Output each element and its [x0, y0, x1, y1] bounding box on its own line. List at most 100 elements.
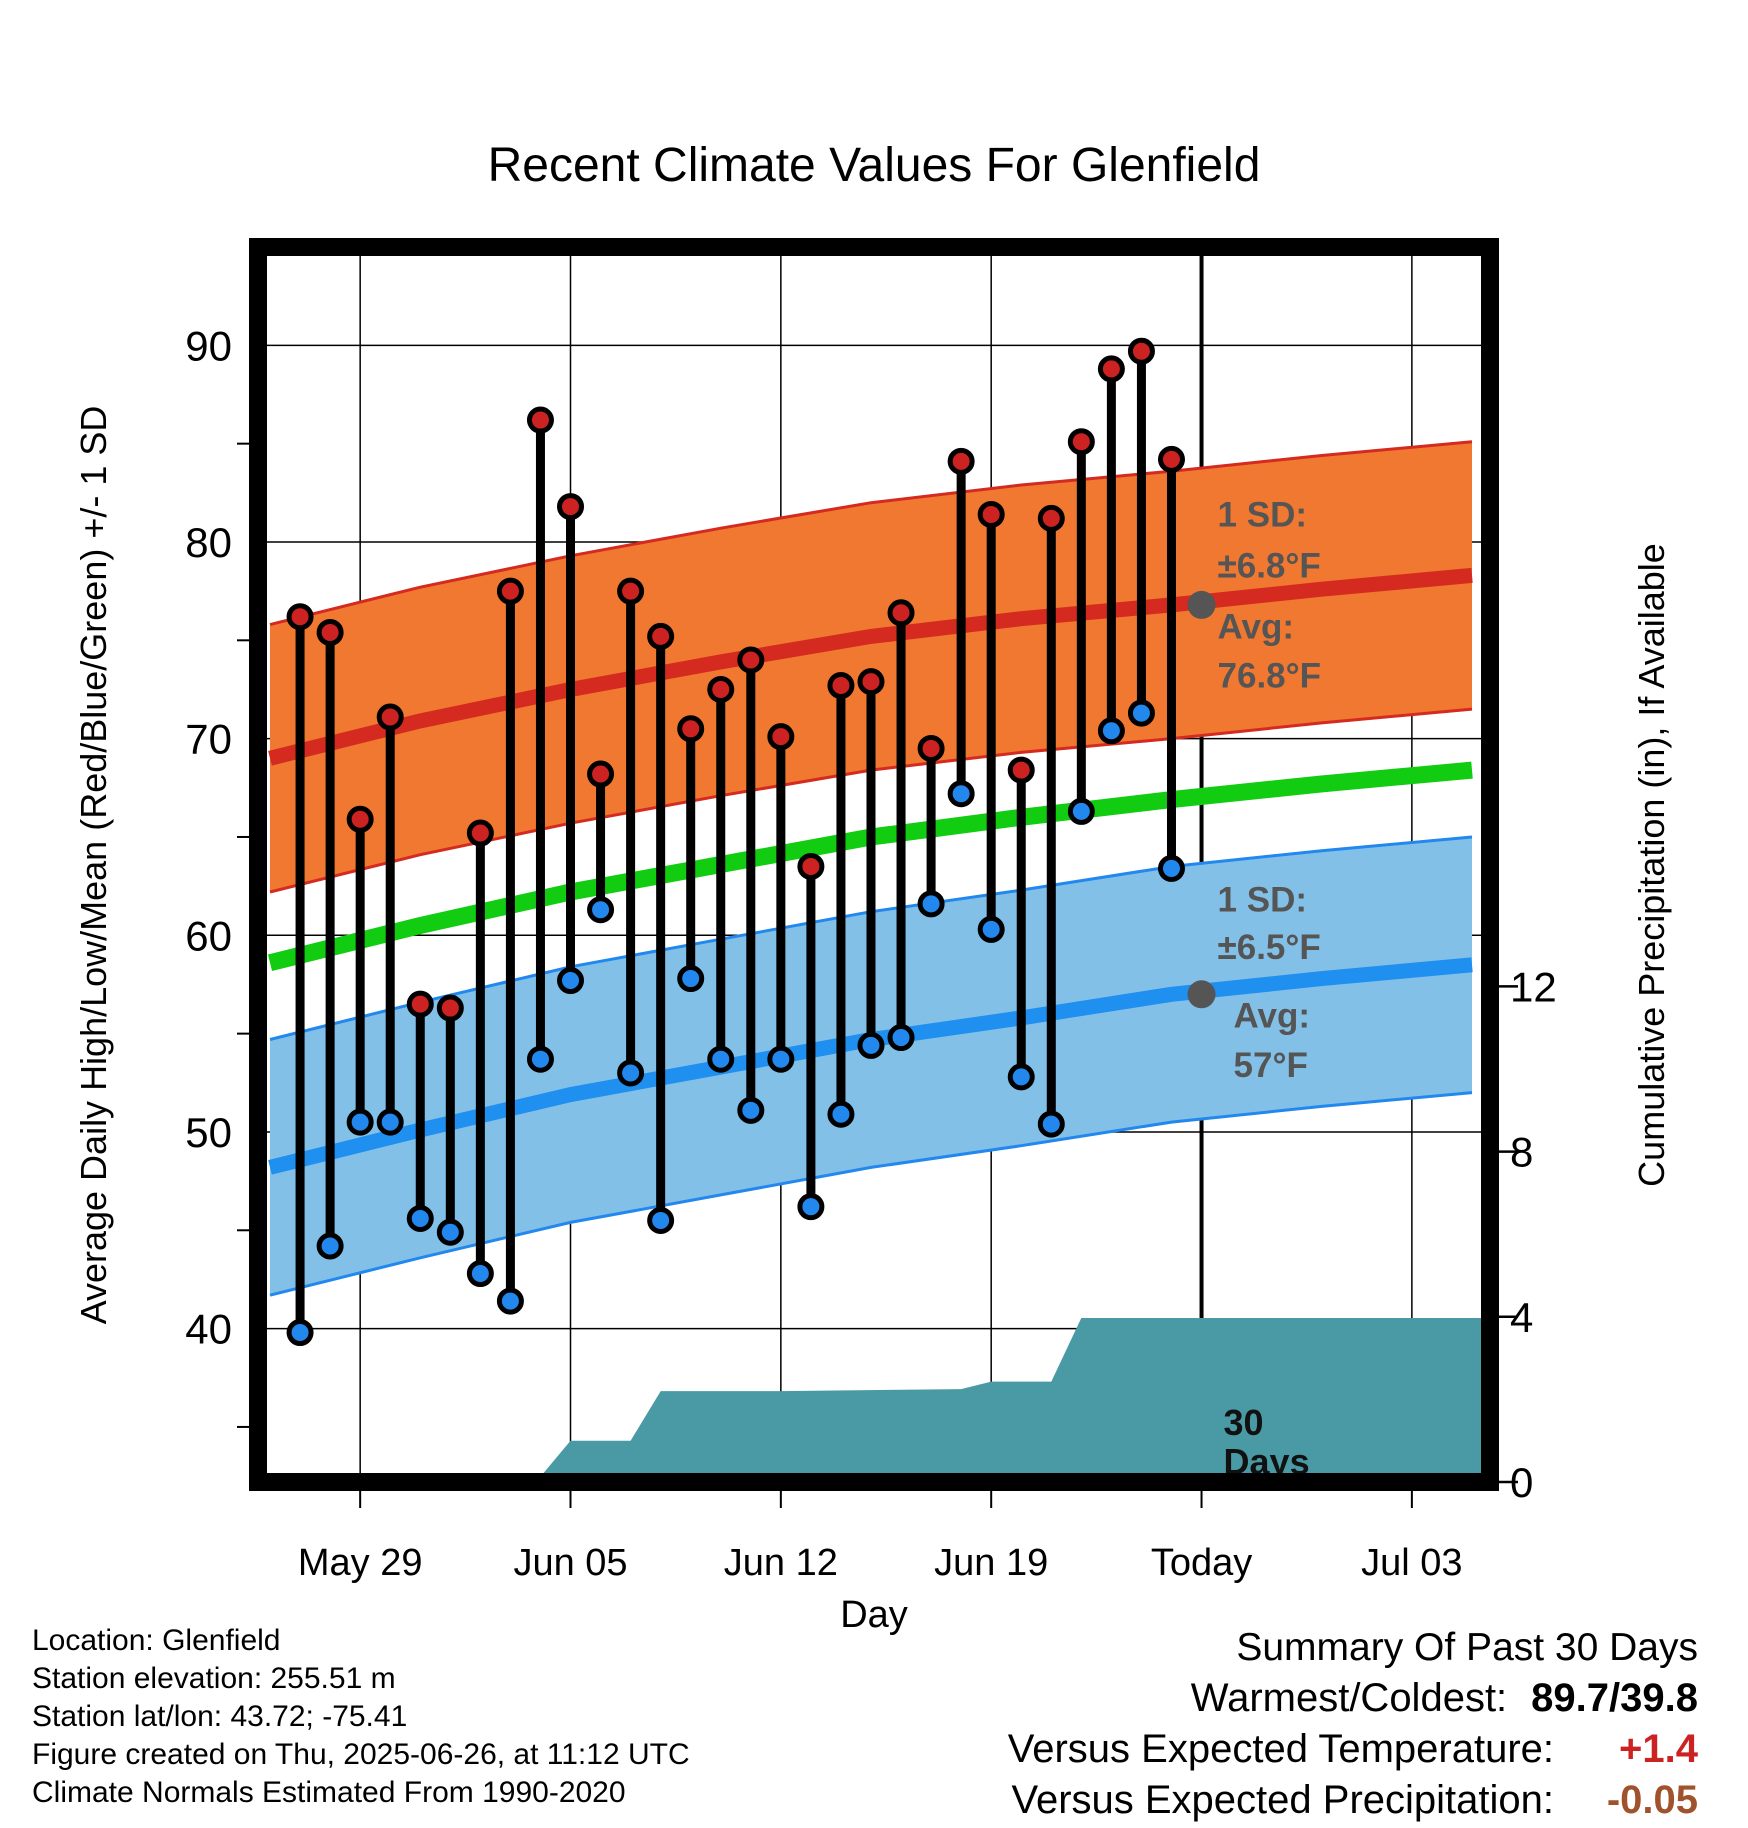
low-dot	[436, 1218, 464, 1246]
y-left-tick-label: 60	[185, 912, 232, 959]
y-right-tick-label: 8	[1510, 1129, 1533, 1176]
low-dot	[797, 1193, 825, 1221]
high-dot	[1037, 504, 1065, 532]
low-dot	[1097, 717, 1125, 745]
high-dot	[1007, 756, 1035, 784]
low-dot	[887, 1024, 915, 1052]
precip-departure-label: Versus Expected Precipitation:	[1011, 1778, 1554, 1822]
x-tick-label: Jun 05	[513, 1542, 627, 1584]
x-tick-label: May 29	[298, 1542, 423, 1584]
high-dot	[466, 819, 494, 847]
high-dot	[406, 990, 434, 1018]
daily-dots	[286, 337, 1216, 1347]
created-text: Figure created on Thu, 2025-06-26, at 11…	[32, 1738, 690, 1771]
location-text: Location: Glenfield	[32, 1624, 281, 1657]
high-dot	[947, 447, 975, 475]
high-dot	[557, 493, 585, 521]
high-sd-upper-edge	[269, 440, 1473, 627]
high-dot	[917, 734, 945, 762]
y-left-tick-label: 70	[185, 716, 232, 763]
high-avg-value: 76.8°F	[1218, 657, 1322, 696]
high-dot	[647, 622, 675, 650]
low-dot	[346, 1108, 374, 1136]
low-dot	[406, 1204, 434, 1232]
normal-high-line	[268, 567, 1473, 766]
high-dot	[827, 672, 855, 700]
high-sd-value: ±6.8°F	[1218, 546, 1321, 585]
y-left-tick-label: 50	[185, 1109, 232, 1156]
low-sd-lower-edge	[269, 1091, 1473, 1297]
high-avg-label: Avg:	[1218, 607, 1294, 646]
low-dot	[917, 890, 945, 918]
low-sd-label: 1 SD:	[1218, 881, 1307, 920]
low-dot	[857, 1031, 885, 1059]
x-tick-label: Today	[1151, 1542, 1252, 1584]
low-dot	[1067, 797, 1095, 825]
x-tick-label: Jun 19	[934, 1542, 1048, 1584]
low-sd-band	[270, 837, 1472, 1296]
high-dot	[1157, 445, 1185, 473]
high-dot	[737, 646, 765, 674]
summary-panel: Summary Of Past 30 Days Warmest/Coldest:…	[1008, 1622, 1698, 1826]
y-left-tick-label: 90	[185, 322, 232, 369]
window-label-number: 30	[1224, 1402, 1264, 1443]
high-dot	[677, 715, 705, 743]
high-dot	[887, 599, 915, 627]
y-left-tick-label: 80	[185, 519, 232, 566]
high-dot	[1097, 355, 1125, 383]
low-dot	[1157, 854, 1185, 882]
high-dot	[1067, 428, 1095, 456]
low-dot	[977, 915, 1005, 943]
temp-departure-row: Versus Expected Temperature: +1.4	[1008, 1724, 1698, 1775]
low-dot	[376, 1108, 404, 1136]
plot-frame	[249, 238, 1499, 1491]
low-avg-value: 57°F	[1234, 1046, 1308, 1085]
low-dot	[316, 1232, 344, 1260]
high-dot	[286, 603, 314, 631]
x-tick-label: Jul 03	[1361, 1542, 1462, 1584]
high-dot	[977, 500, 1005, 528]
high-avg-marker	[1187, 590, 1216, 619]
y-axis-right-label: Cumulative Precipitation (in), If Availa…	[1631, 543, 1672, 1187]
low-dot	[827, 1100, 855, 1128]
low-dot	[617, 1059, 645, 1087]
low-dot	[1007, 1063, 1035, 1091]
low-dot	[1037, 1110, 1065, 1138]
low-avg-label: Avg:	[1234, 997, 1310, 1036]
chart-title: Recent Climate Values For Glenfield	[488, 139, 1261, 192]
station-info: Location: Glenfield Station elevation: 2…	[32, 1622, 690, 1812]
low-avg-marker	[1187, 980, 1216, 1009]
low-dot	[647, 1206, 675, 1234]
latlon-text: Station lat/lon: 43.72; -75.41	[32, 1700, 408, 1733]
high-dot	[496, 577, 524, 605]
high-dot	[1127, 337, 1155, 365]
high-dot	[436, 994, 464, 1022]
low-dot	[707, 1045, 735, 1073]
elevation-text: Station elevation: 255.51 m	[32, 1662, 396, 1695]
low-dot	[557, 967, 585, 995]
precip-cumulative-area	[258, 1318, 1490, 1482]
low-dot	[587, 896, 615, 924]
high-dot	[857, 668, 885, 696]
warmest-coldest-label: Warmest/Coldest:	[1190, 1676, 1508, 1720]
high-dot	[587, 760, 615, 788]
warmest-coldest-row: Warmest/Coldest: 89.7/39.8	[1008, 1673, 1698, 1724]
y-right-tick-label: 12	[1510, 963, 1557, 1010]
precip-departure-row: Versus Expected Precipitation: -0.05	[1008, 1775, 1698, 1826]
low-dot	[737, 1096, 765, 1124]
high-dot	[797, 852, 825, 880]
low-dot	[466, 1260, 494, 1288]
high-dot	[617, 577, 645, 605]
low-dot	[526, 1045, 554, 1073]
low-sd-value: ±6.5°F	[1218, 928, 1321, 967]
high-dot	[316, 618, 344, 646]
high-dot	[346, 805, 374, 833]
high-dot	[526, 406, 554, 434]
x-tick-label: Jun 12	[724, 1542, 838, 1584]
low-dot	[286, 1319, 314, 1347]
x-axis-label: Day	[840, 1594, 908, 1636]
y-right-tick-label: 4	[1510, 1294, 1533, 1341]
normals-text: Climate Normals Estimated From 1990-2020	[32, 1776, 626, 1809]
high-sd-label: 1 SD:	[1218, 495, 1307, 534]
